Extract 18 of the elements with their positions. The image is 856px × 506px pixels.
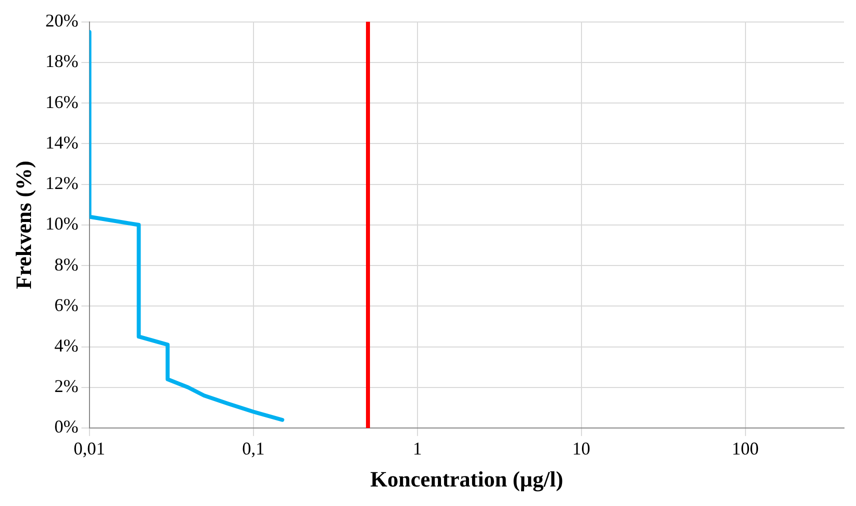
y-tick-label: 10%	[45, 214, 78, 234]
x-tick-label: 10	[572, 438, 590, 459]
y-tick-label: 0%	[54, 416, 78, 437]
y-tick-label: 20%	[45, 10, 78, 31]
y-axis-title: Frekvens (%)	[10, 160, 36, 290]
x-tick-label: 0,01	[74, 438, 106, 459]
x-tick-label: 100	[732, 438, 759, 459]
x-axis-title: Koncentration (µg/l)	[370, 466, 564, 492]
y-tick-label: 18%	[45, 51, 78, 72]
y-tick-label: 12%	[45, 173, 78, 194]
y-tick-label: 8%	[54, 254, 78, 274]
y-tick-label: 2%	[54, 376, 78, 396]
x-tick-label: 0,1	[242, 438, 265, 459]
y-tick-label: 6%	[54, 294, 78, 315]
y-tick-label: 14%	[45, 132, 78, 152]
y-tick-label: 4%	[54, 335, 78, 356]
x-tick-label: 1	[412, 438, 422, 459]
y-tick-label: 16%	[45, 92, 78, 112]
